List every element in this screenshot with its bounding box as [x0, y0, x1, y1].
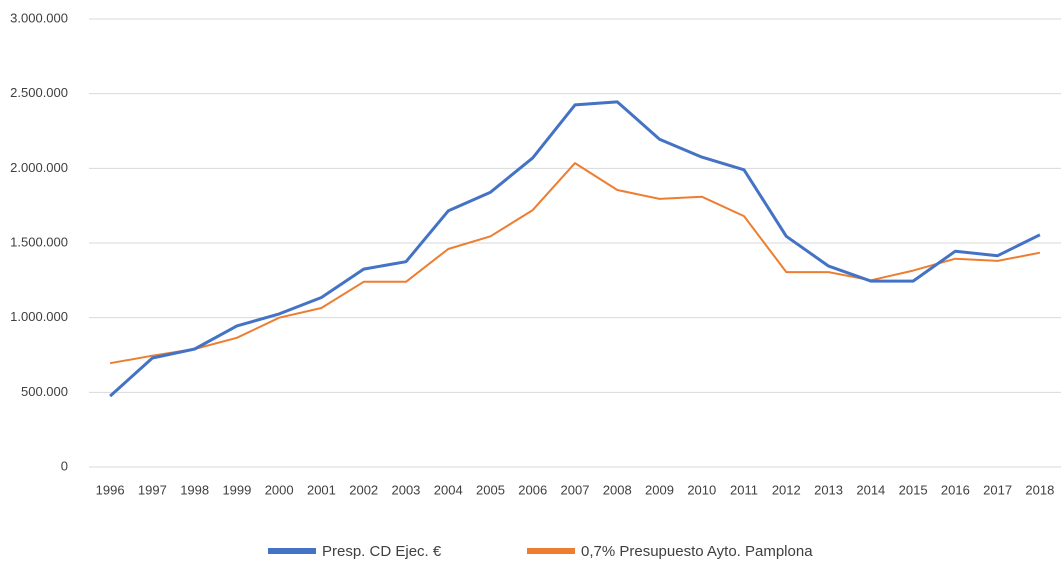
x-tick-label: 2008 [603, 482, 632, 497]
y-tick-label: 0 [61, 458, 68, 473]
x-tick-label: 2018 [1025, 482, 1054, 497]
x-tick-label: 2007 [561, 482, 590, 497]
x-tick-label: 2010 [687, 482, 716, 497]
y-tick-label: 1.500.000 [10, 234, 68, 249]
y-tick-label: 3.000.000 [10, 10, 68, 25]
x-tick-label: 2002 [349, 482, 378, 497]
x-tick-label: 2009 [645, 482, 674, 497]
y-tick-label: 500.000 [21, 384, 68, 399]
legend-label: Presp. CD Ejec. € [322, 543, 442, 560]
line-series [109, 162, 1041, 365]
y-tick-label: 2.000.000 [10, 160, 68, 175]
x-tick-label: 2001 [307, 482, 336, 497]
x-tick-label: 1996 [96, 482, 125, 497]
x-tick-label: 2017 [983, 482, 1012, 497]
x-tick-label: 1999 [222, 482, 251, 497]
x-tick-label: 2004 [434, 482, 463, 497]
x-tick-label: 2016 [941, 482, 970, 497]
line-series [109, 100, 1041, 398]
legend-label: 0,7% Presupuesto Ayto. Pamplona [581, 543, 813, 560]
x-tick-label: 2014 [856, 482, 885, 497]
x-tick-label: 2006 [518, 482, 547, 497]
legend-swatch [268, 548, 316, 554]
x-tick-label: 2012 [772, 482, 801, 497]
x-tick-label: 2015 [899, 482, 928, 497]
x-tick-label: 2013 [814, 482, 843, 497]
x-tick-label: 1998 [180, 482, 209, 497]
x-tick-label: 1997 [138, 482, 167, 497]
x-tick-label: 2003 [391, 482, 420, 497]
x-tick-label: 2011 [730, 482, 758, 497]
y-tick-label: 2.500.000 [10, 85, 68, 100]
y-tick-label: 1.000.000 [10, 309, 68, 324]
legend-swatch [527, 548, 575, 554]
x-tick-label: 2000 [265, 482, 294, 497]
x-tick-label: 2005 [476, 482, 505, 497]
